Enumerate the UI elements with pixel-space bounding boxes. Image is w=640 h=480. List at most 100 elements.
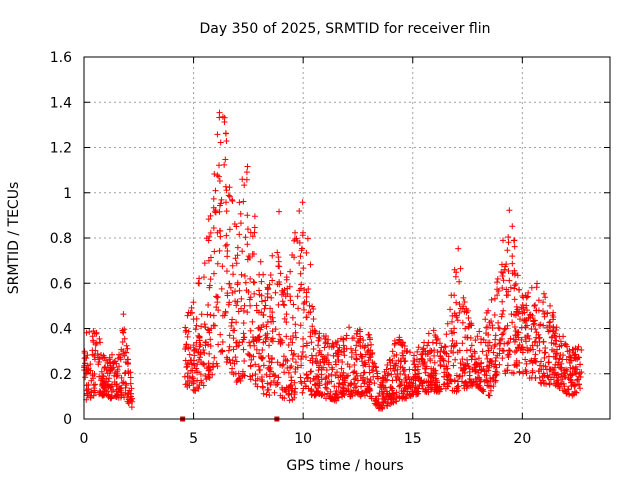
data-point <box>278 291 285 298</box>
data-point <box>233 260 240 267</box>
data-point <box>98 368 105 375</box>
data-point <box>366 378 373 385</box>
data-point <box>193 322 200 329</box>
data-point <box>211 354 218 361</box>
data-point <box>255 325 262 332</box>
data-point <box>546 327 553 334</box>
data-point <box>469 353 476 360</box>
data-point <box>81 350 88 357</box>
data-point <box>486 392 493 399</box>
data-point <box>462 379 469 386</box>
data-point <box>203 376 210 383</box>
data-point <box>472 367 479 374</box>
data-point <box>88 377 95 384</box>
data-point <box>255 337 262 344</box>
data-point <box>378 404 385 411</box>
data-point <box>459 319 466 326</box>
data-point <box>562 388 569 395</box>
data-point <box>254 375 261 382</box>
data-point <box>450 362 457 369</box>
data-point <box>207 342 214 349</box>
data-point <box>120 329 127 336</box>
data-point <box>554 377 561 384</box>
data-point <box>522 367 529 374</box>
data-point <box>443 363 450 370</box>
data-point <box>451 266 458 273</box>
data-point <box>281 302 288 309</box>
data-point <box>213 360 220 367</box>
data-point <box>247 275 254 282</box>
data-point <box>498 268 505 275</box>
data-point <box>553 372 560 379</box>
data-point <box>230 327 237 334</box>
data-point <box>223 208 230 215</box>
data-point <box>316 330 323 337</box>
data-point <box>366 331 373 338</box>
data-point <box>527 346 534 353</box>
data-point <box>214 229 221 236</box>
data-point <box>379 392 386 399</box>
data-point <box>97 339 104 346</box>
data-point <box>530 317 537 324</box>
data-point <box>195 349 202 356</box>
data-point <box>354 327 361 334</box>
data-point <box>196 354 203 361</box>
data-point <box>540 290 547 297</box>
data-point <box>480 336 487 343</box>
data-point <box>121 370 128 377</box>
data-point <box>205 302 212 309</box>
data-point <box>268 294 275 301</box>
data-point <box>478 336 485 343</box>
data-point <box>499 311 506 318</box>
data-point <box>298 362 305 369</box>
data-point <box>502 370 509 377</box>
data-point <box>305 309 312 316</box>
data-point <box>216 247 223 254</box>
data-point <box>276 263 283 270</box>
data-point <box>297 253 304 260</box>
y-tick-label: 1 <box>63 186 72 202</box>
data-point <box>321 344 328 351</box>
data-point <box>264 286 271 293</box>
data-point <box>553 380 560 387</box>
data-point <box>357 333 364 340</box>
data-point <box>258 355 265 362</box>
data-point <box>501 326 508 333</box>
data-point <box>286 390 293 397</box>
data-point <box>500 307 507 314</box>
data-point <box>360 362 367 369</box>
data-point <box>507 284 514 291</box>
data-point <box>266 392 273 399</box>
data-point <box>478 387 485 394</box>
data-point <box>182 357 189 364</box>
data-point <box>533 284 540 291</box>
data-point <box>307 333 314 340</box>
data-point <box>251 213 258 220</box>
data-point <box>452 356 459 363</box>
data-point <box>526 375 533 382</box>
data-point <box>372 363 379 370</box>
data-point <box>237 210 244 217</box>
data-point <box>486 319 493 326</box>
data-point <box>96 387 103 394</box>
data-point <box>401 358 408 365</box>
data-point <box>549 366 556 373</box>
data-point <box>271 373 278 380</box>
data-point <box>225 192 232 199</box>
data-point <box>320 333 327 340</box>
data-point <box>353 356 360 363</box>
data-point <box>221 312 228 319</box>
data-point <box>277 336 284 343</box>
data-point <box>226 299 233 306</box>
data-point <box>528 326 535 333</box>
data-point <box>127 390 134 397</box>
data-point <box>340 348 347 355</box>
data-point <box>554 346 561 353</box>
data-point <box>92 347 99 354</box>
data-point <box>509 270 516 277</box>
data-point <box>286 283 293 290</box>
x-tick-label: 5 <box>189 431 198 447</box>
data-point <box>405 373 412 380</box>
data-point <box>229 262 236 269</box>
